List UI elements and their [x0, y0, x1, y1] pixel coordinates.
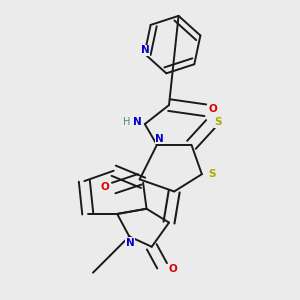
- Text: S: S: [208, 169, 216, 178]
- Text: N: N: [155, 134, 164, 144]
- Text: H: H: [123, 117, 130, 128]
- Text: O: O: [168, 263, 177, 274]
- Text: N: N: [133, 117, 142, 128]
- Text: S: S: [214, 117, 222, 128]
- Text: O: O: [208, 104, 217, 114]
- Text: N: N: [126, 238, 134, 248]
- Text: O: O: [100, 182, 109, 192]
- Text: N: N: [141, 45, 150, 55]
